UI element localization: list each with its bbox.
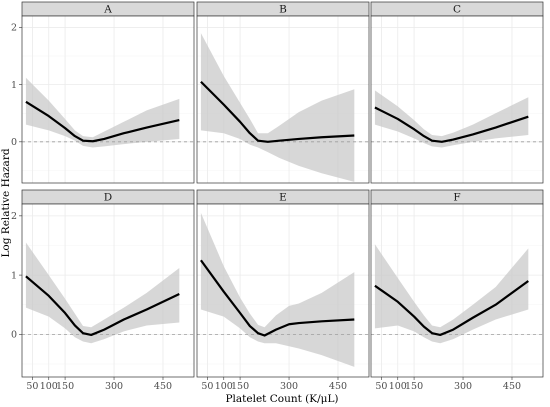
- hazard-line: [25, 275, 180, 337]
- y-tick-label: 1: [11, 270, 17, 281]
- panel-b: B: [196, 1, 370, 184]
- hazard-line: [374, 106, 529, 143]
- hazard-line: [200, 80, 355, 143]
- panel-strip-label: D: [104, 192, 112, 204]
- panel-background: [22, 16, 194, 183]
- hazard-line: [25, 100, 180, 143]
- panel-border: [21, 15, 195, 184]
- panel-strip-label: B: [279, 4, 287, 16]
- panel-background: [371, 16, 543, 183]
- confidence-band: [374, 90, 529, 148]
- x-tick-label: 50: [26, 381, 38, 392]
- confidence-band: [200, 212, 355, 367]
- x-tick-label: 100: [40, 381, 58, 392]
- panel-a: A 0 1 2: [11, 1, 195, 184]
- x-tick-label: 300: [454, 381, 472, 392]
- y-tick-label: 0: [11, 330, 17, 341]
- panel-border: [370, 15, 544, 184]
- panel-strip-label: F: [453, 192, 460, 204]
- x-tick-label: 450: [154, 381, 172, 392]
- x-axis-title: Platelet Count (K/μL): [225, 393, 338, 405]
- x-tick-label: 450: [503, 381, 521, 392]
- x-tick-label: 150: [56, 381, 74, 392]
- x-tick-label: 150: [405, 381, 423, 392]
- x-tick-label: 300: [280, 381, 298, 392]
- y-tick-label: 1: [11, 80, 17, 91]
- panel-border: [370, 203, 544, 378]
- panel-strip-label: E: [279, 192, 287, 204]
- confidence-band: [25, 77, 180, 148]
- x-tick-label: 300: [105, 381, 123, 392]
- confidence-band: [25, 242, 180, 344]
- y-tick-label: 2: [11, 211, 17, 222]
- x-tick-label: 100: [215, 381, 233, 392]
- panel-c: C: [370, 1, 544, 184]
- confidence-band: [374, 244, 529, 344]
- panel-border: [196, 203, 370, 378]
- y-axis-title: Log Relative Hazard: [0, 148, 12, 257]
- x-tick-label: 100: [389, 381, 407, 392]
- panel-strip-label: A: [103, 4, 112, 16]
- x-tick-label: 450: [329, 381, 347, 392]
- panel-border: [21, 203, 195, 378]
- hazard-line: [200, 259, 355, 337]
- x-tick-label: 50: [375, 381, 387, 392]
- hazard-line: [374, 280, 529, 337]
- x-tick-label: 150: [231, 381, 249, 392]
- confidence-band: [200, 33, 355, 182]
- y-tick-label: 2: [11, 23, 17, 34]
- x-tick-label: 50: [201, 381, 213, 392]
- panel-strip-label: C: [453, 4, 461, 16]
- y-tick-label: 0: [11, 137, 17, 148]
- panel-border: [196, 15, 370, 184]
